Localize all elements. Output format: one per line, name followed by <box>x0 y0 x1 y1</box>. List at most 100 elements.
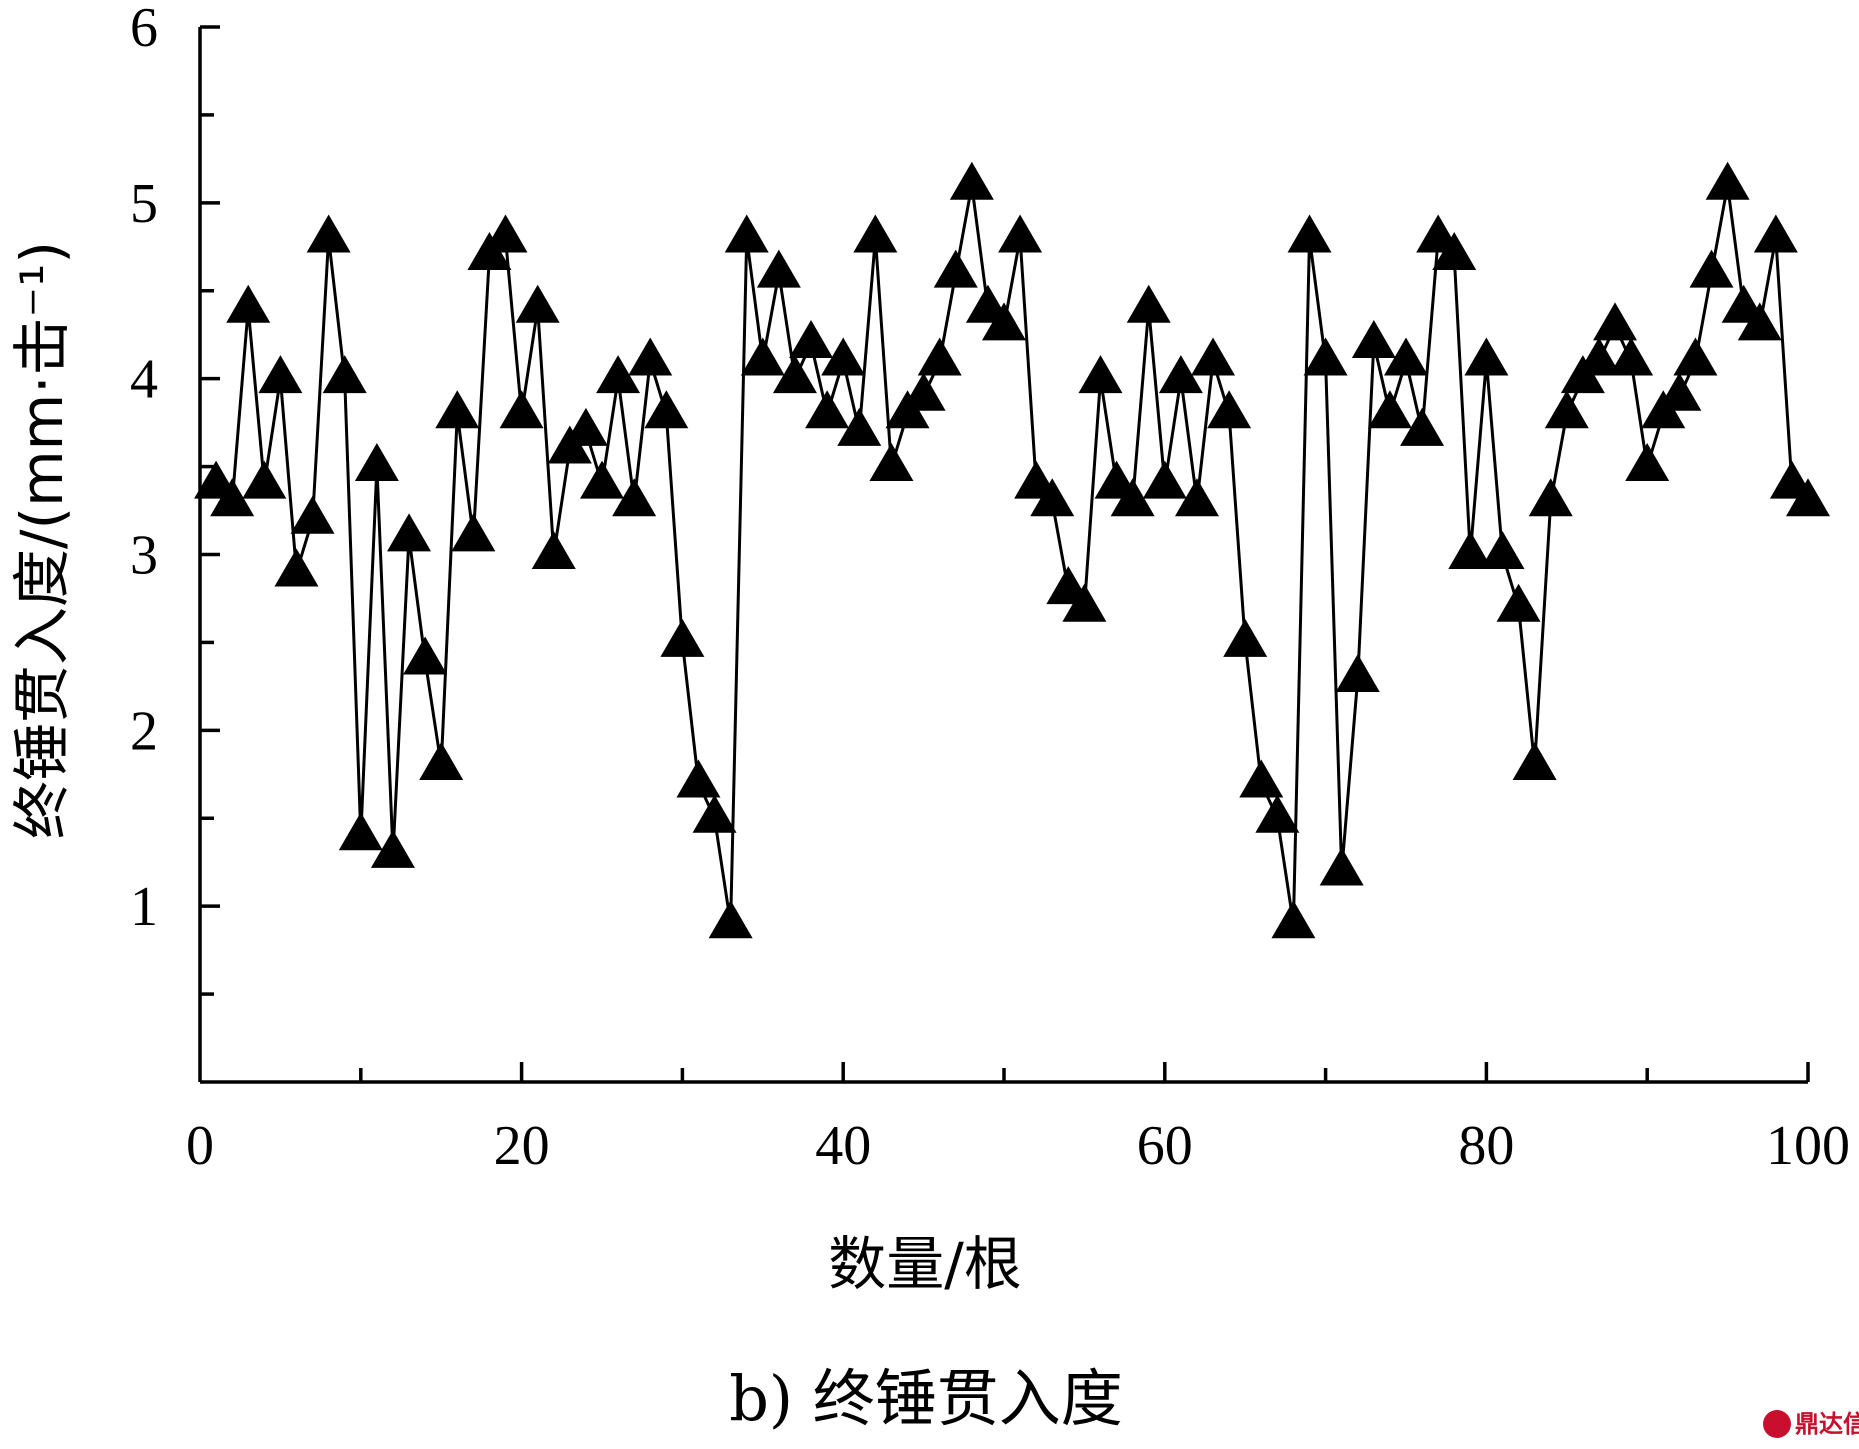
triangle-marker <box>1126 284 1171 323</box>
series-line-layer <box>214 183 1810 926</box>
y-tick-label: 3 <box>130 525 158 587</box>
triangle-marker <box>419 741 464 780</box>
triangle-marker <box>1110 478 1155 517</box>
triangle-marker <box>949 161 994 200</box>
triangle-marker <box>1078 355 1123 394</box>
triangle-marker <box>1625 443 1670 482</box>
triangle-marker <box>1464 337 1509 376</box>
triangle-marker <box>226 284 271 323</box>
y-tick-label: 6 <box>130 0 158 59</box>
triangle-marker <box>1480 530 1525 569</box>
triangle-marker <box>1689 249 1734 288</box>
triangle-marker <box>1335 654 1380 693</box>
triangle-marker <box>1207 390 1252 429</box>
triangle-marker <box>1030 478 1075 517</box>
x-tick-label: 80 <box>1458 1115 1514 1177</box>
triangle-marker <box>1673 337 1718 376</box>
triangle-marker <box>1705 161 1750 200</box>
triangle-marker <box>1239 759 1284 798</box>
triangle-marker <box>499 390 544 429</box>
triangle-marker <box>1384 337 1428 376</box>
triangle-marker <box>628 337 673 376</box>
triangle-marker <box>1609 337 1654 376</box>
triangle-marker <box>1786 478 1830 517</box>
triangle-marker <box>869 443 914 482</box>
triangle-marker <box>821 337 866 376</box>
y-axis-title: 终锤贯入度/(mm·击⁻¹) <box>8 241 76 839</box>
triangle-marker <box>531 530 576 569</box>
y-tick-label: 1 <box>130 876 158 938</box>
triangle-marker <box>917 337 962 376</box>
triangle-marker <box>242 460 287 499</box>
triangle-marker <box>338 812 383 851</box>
triangle-marker <box>387 513 432 552</box>
triangle-marker <box>483 214 528 253</box>
triangle-marker <box>1062 583 1107 622</box>
triangle-marker <box>644 390 689 429</box>
triangle-marker <box>451 513 496 552</box>
triangle-marker <box>1174 478 1219 517</box>
triangle-marker <box>1367 390 1412 429</box>
triangle-marker <box>660 618 705 657</box>
triangle-marker <box>322 355 367 394</box>
triangle-marker <box>805 390 850 429</box>
triangle-marker <box>1753 214 1798 253</box>
triangle-marker <box>1303 337 1348 376</box>
triangle-marker <box>1191 337 1236 376</box>
triangle-marker <box>1319 847 1364 886</box>
triangle-marker <box>1576 337 1621 376</box>
watermark-logo-icon <box>1763 1410 1791 1438</box>
triangle-marker <box>1593 302 1638 341</box>
triangle-marker <box>740 337 785 376</box>
triangle-marker <box>1512 741 1557 780</box>
triangle-marker <box>403 636 448 675</box>
triangle-marker <box>756 249 801 288</box>
triangle-marker <box>837 407 882 446</box>
triangle-marker <box>708 900 753 939</box>
triangle-marker <box>1657 372 1702 411</box>
x-tick-label: 0 <box>186 1115 214 1177</box>
triangle-marker <box>901 372 946 411</box>
triangle-marker <box>1287 214 1332 253</box>
watermark-text: 鼎达信 <box>1795 1410 1859 1438</box>
triangle-marker <box>982 302 1026 341</box>
triangle-marker <box>258 355 303 394</box>
x-tick-label: 40 <box>815 1115 871 1177</box>
triangle-marker <box>853 214 898 253</box>
x-tick-label: 20 <box>494 1115 550 1177</box>
triangle-marker <box>933 249 978 288</box>
triangle-marker <box>1223 618 1268 657</box>
triangle-marker <box>290 495 335 534</box>
triangle-marker <box>724 214 769 253</box>
triangle-marker <box>1544 390 1589 429</box>
x-axis-title: 数量/根 <box>828 1230 1022 1298</box>
chart-caption: b) 终锤贯入度 <box>729 1362 1123 1435</box>
triangle-marker <box>789 319 834 358</box>
triangle-marker <box>1400 407 1445 446</box>
triangle-marker <box>1351 319 1396 358</box>
triangle-marker <box>1271 900 1316 939</box>
triangle-marker <box>596 355 641 394</box>
x-tick-label: 60 <box>1137 1115 1193 1177</box>
triangle-marker <box>563 407 608 446</box>
triangle-marker <box>354 443 399 482</box>
triangle-marker <box>1432 232 1477 271</box>
triangle-marker <box>1737 302 1782 341</box>
marker-layer <box>194 161 1830 939</box>
triangle-marker <box>274 548 319 587</box>
triangle-marker <box>1528 478 1573 517</box>
triangle-marker <box>612 478 657 517</box>
y-tick-label: 4 <box>130 349 158 411</box>
triangle-marker <box>772 355 817 394</box>
triangle-marker <box>515 284 560 323</box>
triangle-marker <box>435 390 480 429</box>
triangle-marker <box>692 794 737 833</box>
x-tick-label: 100 <box>1766 1115 1850 1177</box>
triangle-marker <box>1255 794 1300 833</box>
triangle-marker <box>1496 583 1541 622</box>
y-tick-label: 5 <box>130 173 158 235</box>
label-layer: 0 20 40 60 80 100 1 2 3 4 5 6 <box>130 0 1850 1177</box>
watermark: 鼎达信 <box>1763 1410 1859 1438</box>
